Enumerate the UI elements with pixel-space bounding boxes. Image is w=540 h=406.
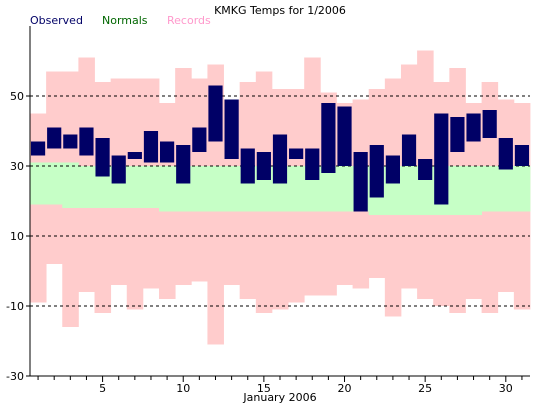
observed-bar-day-18: [305, 148, 320, 180]
y-tick-label-50: 50: [10, 90, 24, 103]
legend-normals: Normals: [102, 14, 148, 27]
observed-bar-day-12: [208, 85, 223, 142]
y-tick-label-30: 30: [10, 160, 24, 173]
observed-bar-day-23: [385, 155, 400, 184]
normal-bar-day-4: [78, 166, 95, 208]
normal-bar-day-13: [223, 166, 241, 212]
observed-bar-day-17: [289, 148, 304, 159]
normal-bar-day-31: [513, 166, 531, 212]
normal-bar-day-11: [191, 166, 208, 212]
observed-bar-day-11: [192, 127, 207, 152]
observed-bar-day-19: [321, 103, 336, 173]
normal-bar-day-24: [400, 166, 418, 215]
normal-bar-day-1: [30, 162, 47, 205]
observed-bar-day-24: [401, 134, 417, 166]
observed-bar-day-26: [434, 113, 449, 205]
legend: Observed Normals Records: [30, 14, 211, 27]
observed-bar-day-22: [369, 145, 384, 198]
observed-bar-day-1: [30, 141, 46, 156]
normal-bar-day-29: [481, 166, 499, 212]
legend-records: Records: [167, 14, 211, 27]
observed-bar-day-25: [418, 159, 433, 180]
observed-bar-day-14: [240, 148, 255, 184]
observed-bar-day-20: [337, 106, 352, 166]
observed-bar-day-16: [272, 134, 288, 184]
x-tick-label-25: 25: [418, 382, 432, 395]
observed-bar-day-27: [450, 117, 465, 152]
x-axis-label: January 2006: [242, 391, 316, 404]
normal-bar-day-8: [142, 166, 160, 208]
normal-bar-day-17: [288, 166, 305, 212]
y-tick-labels: -30 -10 10 30 50: [6, 90, 24, 383]
observed-bar-day-30: [498, 138, 513, 170]
y-tick-label--30: -30: [6, 370, 24, 383]
observed-bar-day-13: [224, 99, 239, 159]
record-bar-day-1: [30, 113, 47, 303]
legend-observed: Observed: [30, 14, 83, 27]
observed-bar-day-10: [176, 145, 191, 184]
x-tick-label-15: 15: [257, 382, 271, 395]
normal-bar-day-20: [336, 166, 353, 212]
observed-bar-day-6: [111, 155, 126, 184]
y-tick-label-10: 10: [10, 230, 24, 243]
observed-bar-day-7: [127, 152, 142, 159]
normal-bar-day-7: [126, 166, 144, 208]
normal-bar-day-30: [497, 166, 515, 212]
normal-bar-day-12: [207, 166, 224, 212]
chart-title: KMKG Temps for 1/2006: [214, 4, 346, 17]
axes: [26, 26, 530, 382]
x-tick-labels: 5 10 15 20 25 30: [99, 382, 513, 395]
observed-bar-day-21: [353, 152, 368, 212]
normal-bar-day-3: [62, 162, 79, 208]
observed-bar-day-28: [466, 113, 481, 142]
observed-bar-day-3: [63, 134, 78, 149]
observed-bar-day-15: [256, 152, 271, 180]
x-tick-label-10: 10: [176, 382, 190, 395]
normal-bar-day-2: [46, 162, 63, 205]
observed-bar-day-8: [143, 131, 159, 163]
normal-bar-day-9: [159, 166, 176, 212]
normal-bar-day-28: [465, 166, 483, 215]
observed-bar-day-29: [482, 110, 497, 138]
observed-bar-day-9: [160, 141, 175, 163]
observed-bar-day-5: [95, 138, 110, 177]
observed-bar-day-4: [79, 127, 94, 156]
normal-bar-day-27: [449, 166, 466, 215]
observed-bars: [30, 85, 530, 212]
x-tick-label-20: 20: [338, 382, 352, 395]
x-tick-label-30: 30: [499, 382, 513, 395]
x-tick-label-5: 5: [99, 382, 106, 395]
normal-bar-day-19: [320, 166, 337, 212]
y-tick-label--10: -10: [6, 300, 24, 313]
observed-bar-day-2: [47, 127, 62, 149]
observed-bar-day-31: [514, 145, 530, 166]
